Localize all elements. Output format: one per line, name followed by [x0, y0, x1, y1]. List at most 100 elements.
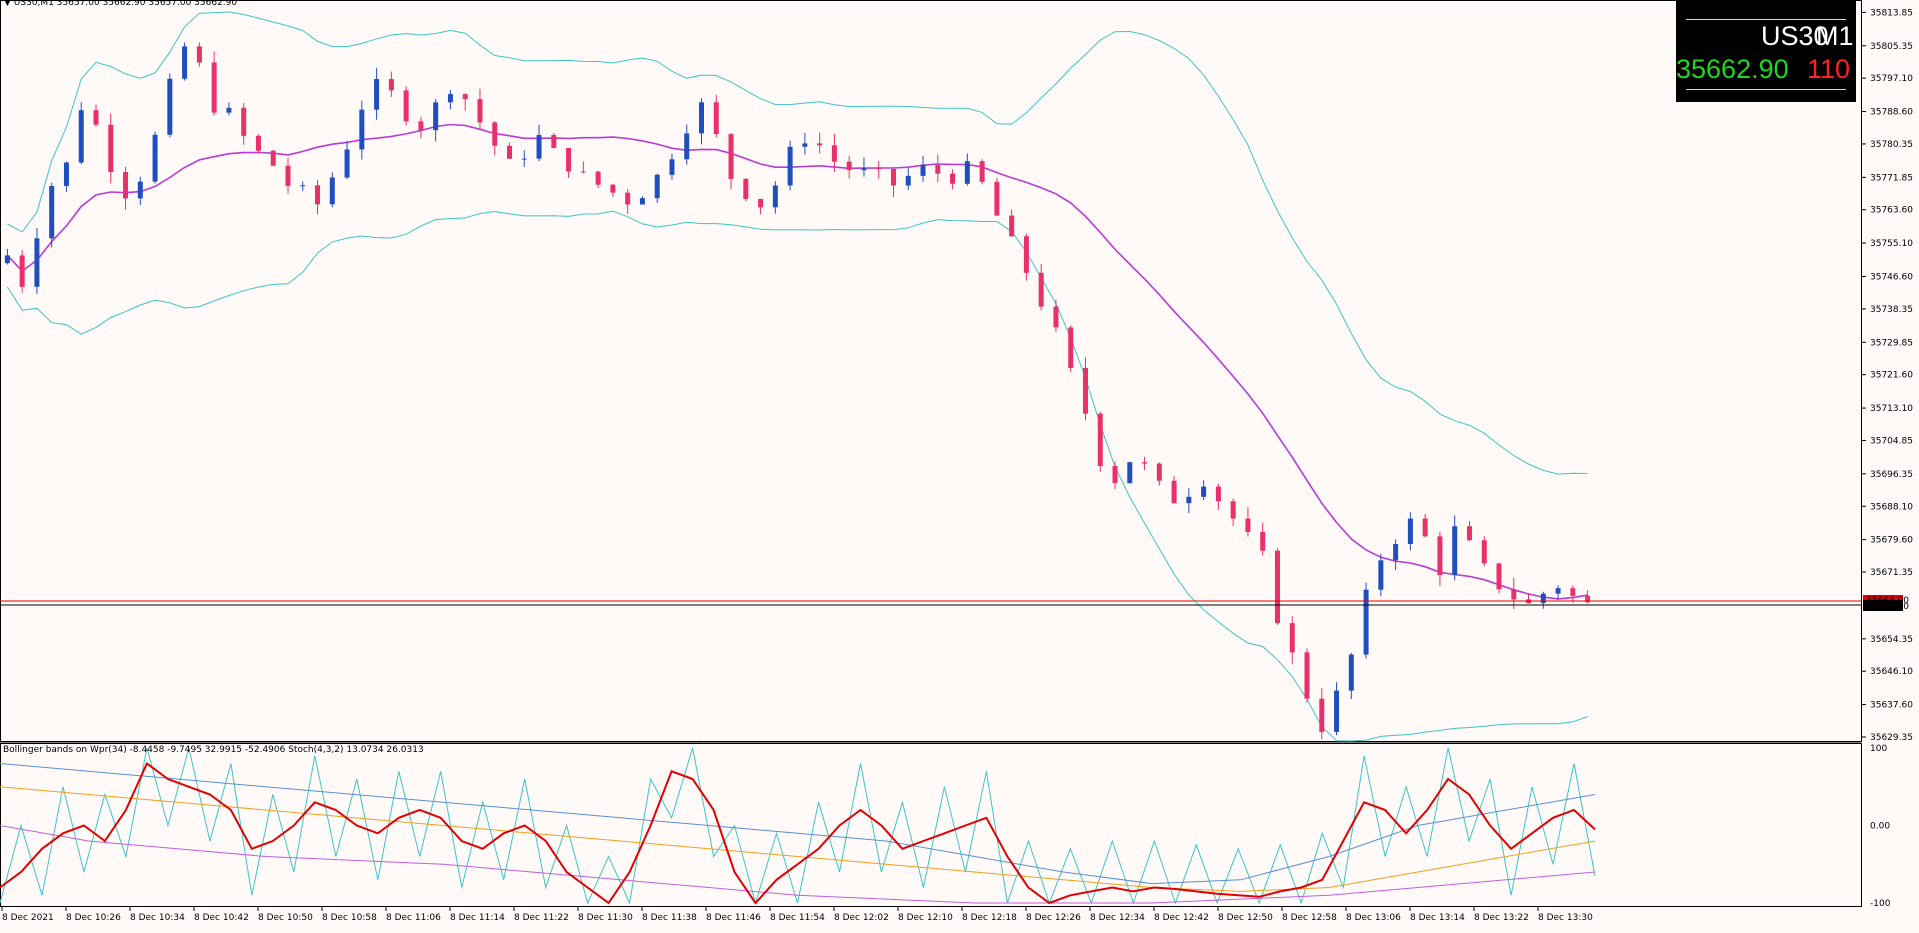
price-tick-label: 35721.60	[1870, 371, 1913, 381]
candle-body	[1274, 550, 1280, 624]
candle-body	[1156, 463, 1162, 481]
candle-body	[743, 178, 749, 200]
price-tick-label: 35629.35	[1870, 733, 1913, 743]
indicator-lines	[0, 747, 1596, 905]
bollinger-middle-line	[6, 123, 1588, 600]
price-lines	[0, 600, 1862, 606]
candle-body	[374, 79, 380, 110]
candle-body	[817, 143, 823, 146]
candle-body	[1334, 690, 1340, 732]
wpr-line	[0, 747, 1596, 905]
time-tick-label: 8 Dec 11:14	[450, 913, 505, 923]
candle-body	[63, 162, 69, 186]
symbol-price: 35662.90	[1676, 54, 1789, 84]
bid-price-tag	[1863, 600, 1903, 611]
time-tick-label: 8 Dec 12:26	[1026, 913, 1081, 923]
candle-body	[1511, 589, 1517, 600]
candle-body	[49, 185, 55, 239]
candle-body	[477, 99, 483, 123]
candle-body	[1038, 272, 1044, 307]
candle-body	[152, 134, 158, 182]
time-tick-label: 8 Dec 11:38	[642, 913, 697, 923]
candle-body	[1171, 480, 1177, 504]
candle-body	[1570, 588, 1576, 596]
time-tick-label: 8 Dec 11:54	[770, 913, 825, 923]
candle-body	[1348, 654, 1354, 691]
candle-body	[1393, 543, 1399, 561]
candle-body	[846, 161, 852, 171]
candle-body	[1407, 518, 1413, 544]
time-tick-label: 8 Dec 12:58	[1282, 913, 1337, 923]
time-tick-label: 8 Dec 12:34	[1090, 913, 1145, 923]
candle-body	[1422, 518, 1428, 537]
candle-body	[979, 161, 985, 182]
candle-body	[211, 62, 217, 113]
candle-body	[1142, 462, 1148, 464]
time-tick-label: 8 Dec 11:46	[706, 913, 761, 923]
candle-body	[861, 168, 867, 171]
candle-body	[123, 172, 129, 199]
symbol-info-box: US30 M1 35662.90 110	[1676, 1, 1856, 102]
candle-body	[1186, 496, 1192, 504]
candle-body	[34, 238, 40, 287]
candle-body	[403, 90, 409, 122]
candle-body	[758, 199, 764, 208]
symbol-name: US30	[1761, 21, 1829, 51]
candle-body	[4, 255, 10, 264]
candle-body	[1127, 462, 1133, 484]
candle-body	[1304, 652, 1310, 699]
candle-body	[890, 169, 896, 186]
time-tick-label: 8 Dec 12:50	[1218, 913, 1273, 923]
time-tick-label: 8 Dec 13:14	[1410, 913, 1465, 923]
price-tick-label: 35704.85	[1870, 436, 1913, 446]
candle-body	[241, 107, 247, 136]
chart-title-text: US30,M1 35657.00 35662.90 35657.00 35662…	[13, 0, 238, 8]
candle-body	[1319, 698, 1325, 732]
candle-body	[625, 192, 631, 205]
candle-body	[1245, 518, 1251, 532]
candle-body	[270, 150, 276, 166]
indicator-tick-label: 0.00	[1870, 822, 1890, 832]
candle-body	[639, 198, 645, 205]
indicator-tick-label: 100	[1870, 744, 1887, 754]
candle-body	[684, 133, 690, 160]
candle-body	[610, 184, 616, 193]
candle-body	[831, 145, 837, 162]
candle-body	[772, 185, 778, 208]
time-tick-label: 8 Dec 13:06	[1346, 913, 1401, 923]
candle-body	[1496, 563, 1502, 590]
candle-body	[1363, 589, 1369, 655]
time-tick-label: 8 Dec 12:10	[898, 913, 953, 923]
time-tick-label: 8 Dec 11:22	[514, 913, 569, 923]
candle-body	[1215, 486, 1221, 502]
candle-body	[19, 255, 25, 287]
candle-body	[1585, 595, 1591, 603]
price-tick-label: 35729.85	[1870, 338, 1913, 348]
candle-body	[182, 46, 188, 79]
candle-body	[137, 181, 143, 199]
candle-body	[1466, 526, 1472, 541]
price-tick-label: 35679.60	[1870, 536, 1913, 546]
candle-body	[418, 121, 424, 131]
candle-body	[551, 134, 557, 148]
price-tick-label: 35780.35	[1870, 140, 1913, 150]
symbol-dropdown-icon[interactable]: ▼	[4, 0, 11, 8]
price-tick-label: 35671.35	[1870, 568, 1913, 578]
candle-body	[964, 161, 970, 184]
price-tick-label: 35813.85	[1870, 8, 1913, 18]
candle-body	[1540, 593, 1546, 604]
price-tick-label: 35771.85	[1870, 173, 1913, 183]
price-tick-label: 35646.10	[1870, 667, 1913, 677]
candle-body	[1555, 588, 1561, 594]
bid-price-tag-label: 35662.90	[1866, 602, 1909, 612]
price-tick-label: 35763.60	[1870, 206, 1913, 216]
time-tick-label: 8 Dec 11:06	[386, 913, 441, 923]
time-tick-label: 8 Dec 13:30	[1538, 913, 1593, 923]
candle-body	[388, 79, 394, 91]
candle-body	[255, 135, 261, 151]
main-plot-frame	[0, 0, 1862, 742]
time-tick-label: 8 Dec 10:50	[258, 913, 313, 923]
candle-body	[447, 94, 453, 103]
candle-body	[1112, 466, 1118, 484]
